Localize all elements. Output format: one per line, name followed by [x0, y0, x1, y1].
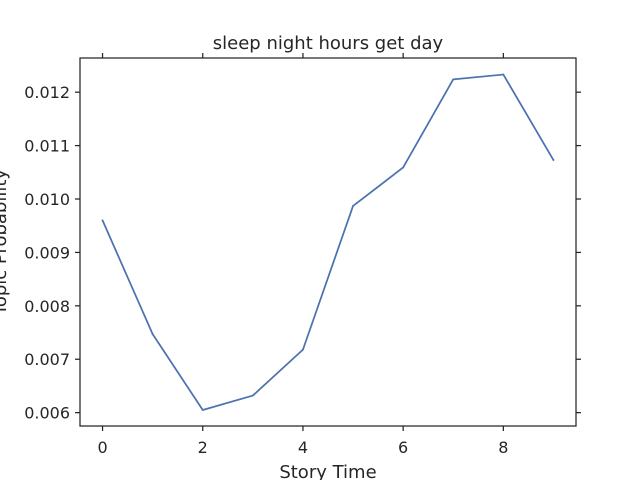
- x-tick-label: 6: [398, 438, 408, 457]
- plot-frame: [79, 57, 577, 427]
- x-tick-label: 4: [298, 438, 308, 457]
- tick-labels-layer: 0 2 4 6 8 0.006 0.007 0.008 0.009 0.010 0.011 0.012: [24, 83, 508, 457]
- x-tick-label: 8: [498, 438, 508, 457]
- data-point: [302, 348, 304, 351]
- data-point: [251, 394, 254, 397]
- y-tick-label: 0.008: [24, 297, 70, 316]
- y-tick-label: 0.007: [24, 350, 70, 369]
- data-point: [352, 205, 354, 207]
- chart-title: sleep night hours get day: [213, 33, 444, 54]
- x-tick-label: 2: [198, 438, 208, 457]
- ticks-layer: [75, 53, 581, 431]
- y-tick-label: 0.009: [24, 243, 70, 262]
- data-point: [552, 159, 555, 161]
- y-tick-label: 0.010: [24, 190, 70, 209]
- data-point: [151, 333, 154, 336]
- series-line: [101, 73, 555, 411]
- data-point: [101, 219, 104, 222]
- data-point: [502, 73, 505, 76]
- x-axis-title: Story Time: [279, 462, 376, 480]
- x-tick-label: 0: [97, 438, 107, 457]
- data-point: [402, 166, 405, 169]
- data-point: [452, 78, 455, 81]
- y-tick-label: 0.006: [24, 404, 70, 423]
- y-tick-label: 0.011: [24, 137, 70, 156]
- series-layer: [101, 73, 555, 411]
- y-tick-label: 0.012: [24, 83, 70, 102]
- data-point: [201, 409, 204, 411]
- y-axis-title: Topic Probability: [0, 169, 11, 316]
